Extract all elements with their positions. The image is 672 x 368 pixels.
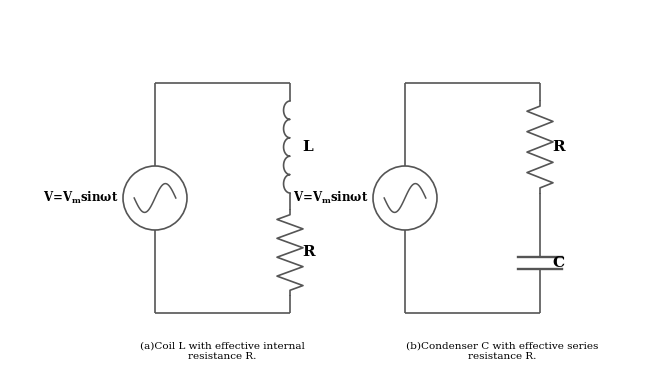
Text: C: C — [552, 256, 564, 270]
Text: V=V$_\mathregular{m}$sin$\mathregular{\omega}$t: V=V$_\mathregular{m}$sin$\mathregular{\o… — [42, 190, 118, 206]
Text: (a)Coil L with effective internal
resistance R.: (a)Coil L with effective internal resist… — [140, 341, 305, 361]
Text: (b)Condenser C with effective series
resistance R.: (b)Condenser C with effective series res… — [407, 341, 599, 361]
Text: R: R — [552, 140, 564, 154]
Text: V=V$_\mathregular{m}$sin$\mathregular{\omega}$t: V=V$_\mathregular{m}$sin$\mathregular{\o… — [292, 190, 368, 206]
Text: R: R — [302, 245, 314, 259]
Text: L: L — [302, 140, 312, 154]
